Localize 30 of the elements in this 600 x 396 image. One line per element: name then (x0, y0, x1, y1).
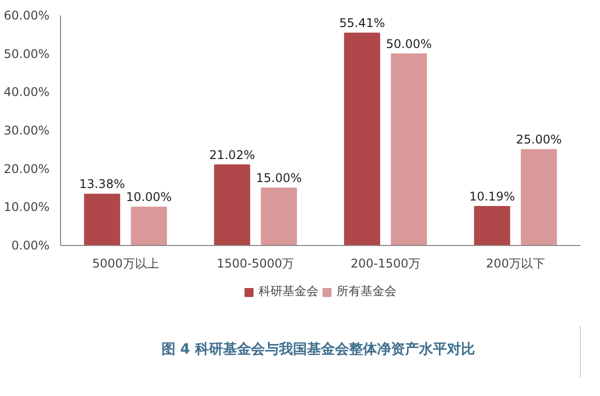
text: 图 4 科研基金会与我国基金会整体净资产水平对比 (161, 340, 475, 358)
bar (390, 53, 427, 246)
bar (214, 164, 250, 246)
bar (520, 149, 557, 246)
y-tick-label: 50.00% (4, 46, 50, 61)
bar (130, 206, 167, 246)
y-tick-label: 30.00% (4, 124, 50, 138)
y-tick-label: 60.00% (4, 8, 50, 22)
data-label: 13.38% (79, 177, 125, 192)
bar (260, 188, 297, 246)
data-label: 21.02% (209, 148, 255, 162)
x-tick-label: 200-1500万 (350, 256, 420, 270)
bar (474, 206, 510, 246)
data-label: 15.00% (256, 171, 302, 185)
x-tick-label: 200万以下 (486, 256, 545, 270)
y-tick-label: 40.00% (4, 85, 50, 100)
bar (84, 194, 120, 246)
data-label: 10.19% (469, 189, 515, 204)
x-tick-label: 5000万以上 (92, 256, 159, 270)
y-tick-label: 0.00% (11, 238, 50, 252)
data-label: 25.00% (516, 132, 562, 147)
data-label: 55.41% (339, 16, 385, 30)
x-tick-label: 1500-5000万 (216, 256, 294, 270)
y-tick-label: 20.00% (4, 162, 50, 176)
legend-label: 科研基金会 (258, 283, 318, 300)
data-label: 50.00% (386, 36, 432, 51)
y-tick-label: 10.00% (4, 200, 50, 214)
bar (344, 32, 380, 246)
data-label: 10.00% (126, 190, 172, 204)
legend-label: 所有基金会 (336, 283, 396, 300)
